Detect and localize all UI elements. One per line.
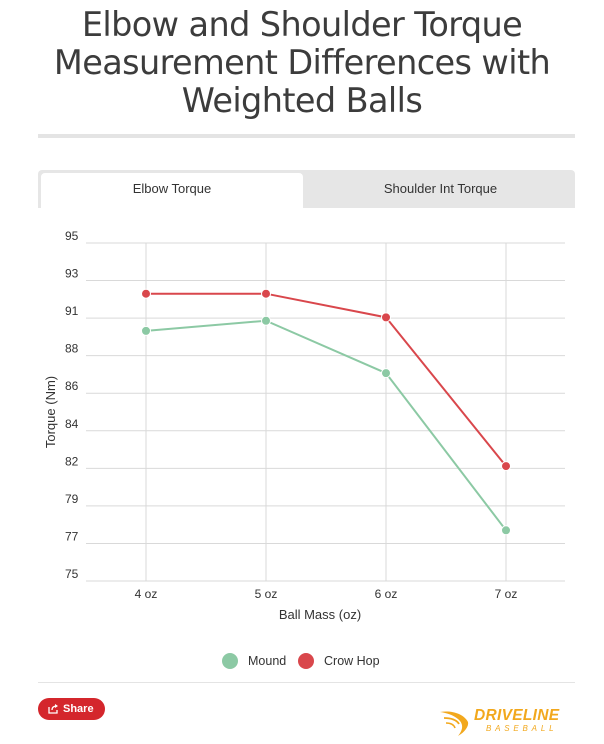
legend-marker-mound (222, 653, 238, 669)
y-tick-label: 75 (65, 567, 79, 581)
share-button[interactable]: Share (38, 698, 105, 720)
y-tick-label: 95 (65, 229, 79, 243)
data-point-crow-hop (141, 288, 151, 299)
y-tick-label: 77 (65, 529, 79, 543)
footer-divider (38, 682, 575, 683)
driveline-logo[interactable]: DRIVELINE BASEBALL (438, 706, 568, 738)
y-tick-label: 84 (65, 417, 79, 431)
share-icon (48, 704, 58, 714)
y-tick-label: 79 (65, 492, 79, 506)
y-tick-label: 82 (65, 454, 79, 468)
share-label: Share (63, 703, 94, 715)
legend-marker-crow-hop (298, 653, 314, 669)
x-tick-label: 6 oz (375, 587, 398, 601)
data-point-mound (141, 325, 151, 336)
line-chart: 95 93 91 88 86 84 82 79 77 75 4 oz 5 oz 6 oz 7 oz Ball… (43, 229, 565, 669)
driveline-swoosh-icon (440, 711, 469, 736)
data-point-mound (501, 525, 511, 536)
data-point-mound (381, 368, 391, 379)
tab-elbow-torque[interactable]: Elbow Torque (41, 173, 303, 208)
legend-label-mound: Mound (248, 654, 286, 668)
y-tick-label: 93 (65, 267, 79, 281)
chart-tabs: Elbow Torque Shoulder Int Torque (38, 170, 575, 208)
y-axis-title: Torque (Nm) (43, 376, 58, 448)
data-point-mound (261, 315, 271, 326)
data-point-crow-hop (501, 461, 511, 472)
legend-label-crow-hop: Crow Hop (324, 654, 380, 668)
data-point-crow-hop (381, 312, 391, 323)
title-divider (38, 134, 575, 138)
tab-shoulder-int-torque[interactable]: Shoulder Int Torque (383, 181, 498, 196)
page-title: Elbow and Shoulder Torque Measurement Di… (53, 5, 551, 120)
x-axis-title: Ball Mass (oz) (279, 607, 361, 622)
x-tick-label: 4 oz (135, 587, 158, 601)
x-tick-label: 7 oz (495, 587, 518, 601)
logo-subtitle: BASEBALL (486, 724, 558, 733)
y-tick-label: 88 (65, 342, 79, 356)
y-tick-label: 91 (65, 304, 79, 318)
data-point-crow-hop (261, 288, 271, 299)
series-line-crow-hop (146, 292, 507, 467)
logo-wordmark: DRIVELINE (474, 707, 560, 724)
series-line-mound (145, 319, 507, 531)
x-tick-label: 5 oz (255, 587, 278, 601)
y-tick-label: 86 (65, 379, 79, 393)
